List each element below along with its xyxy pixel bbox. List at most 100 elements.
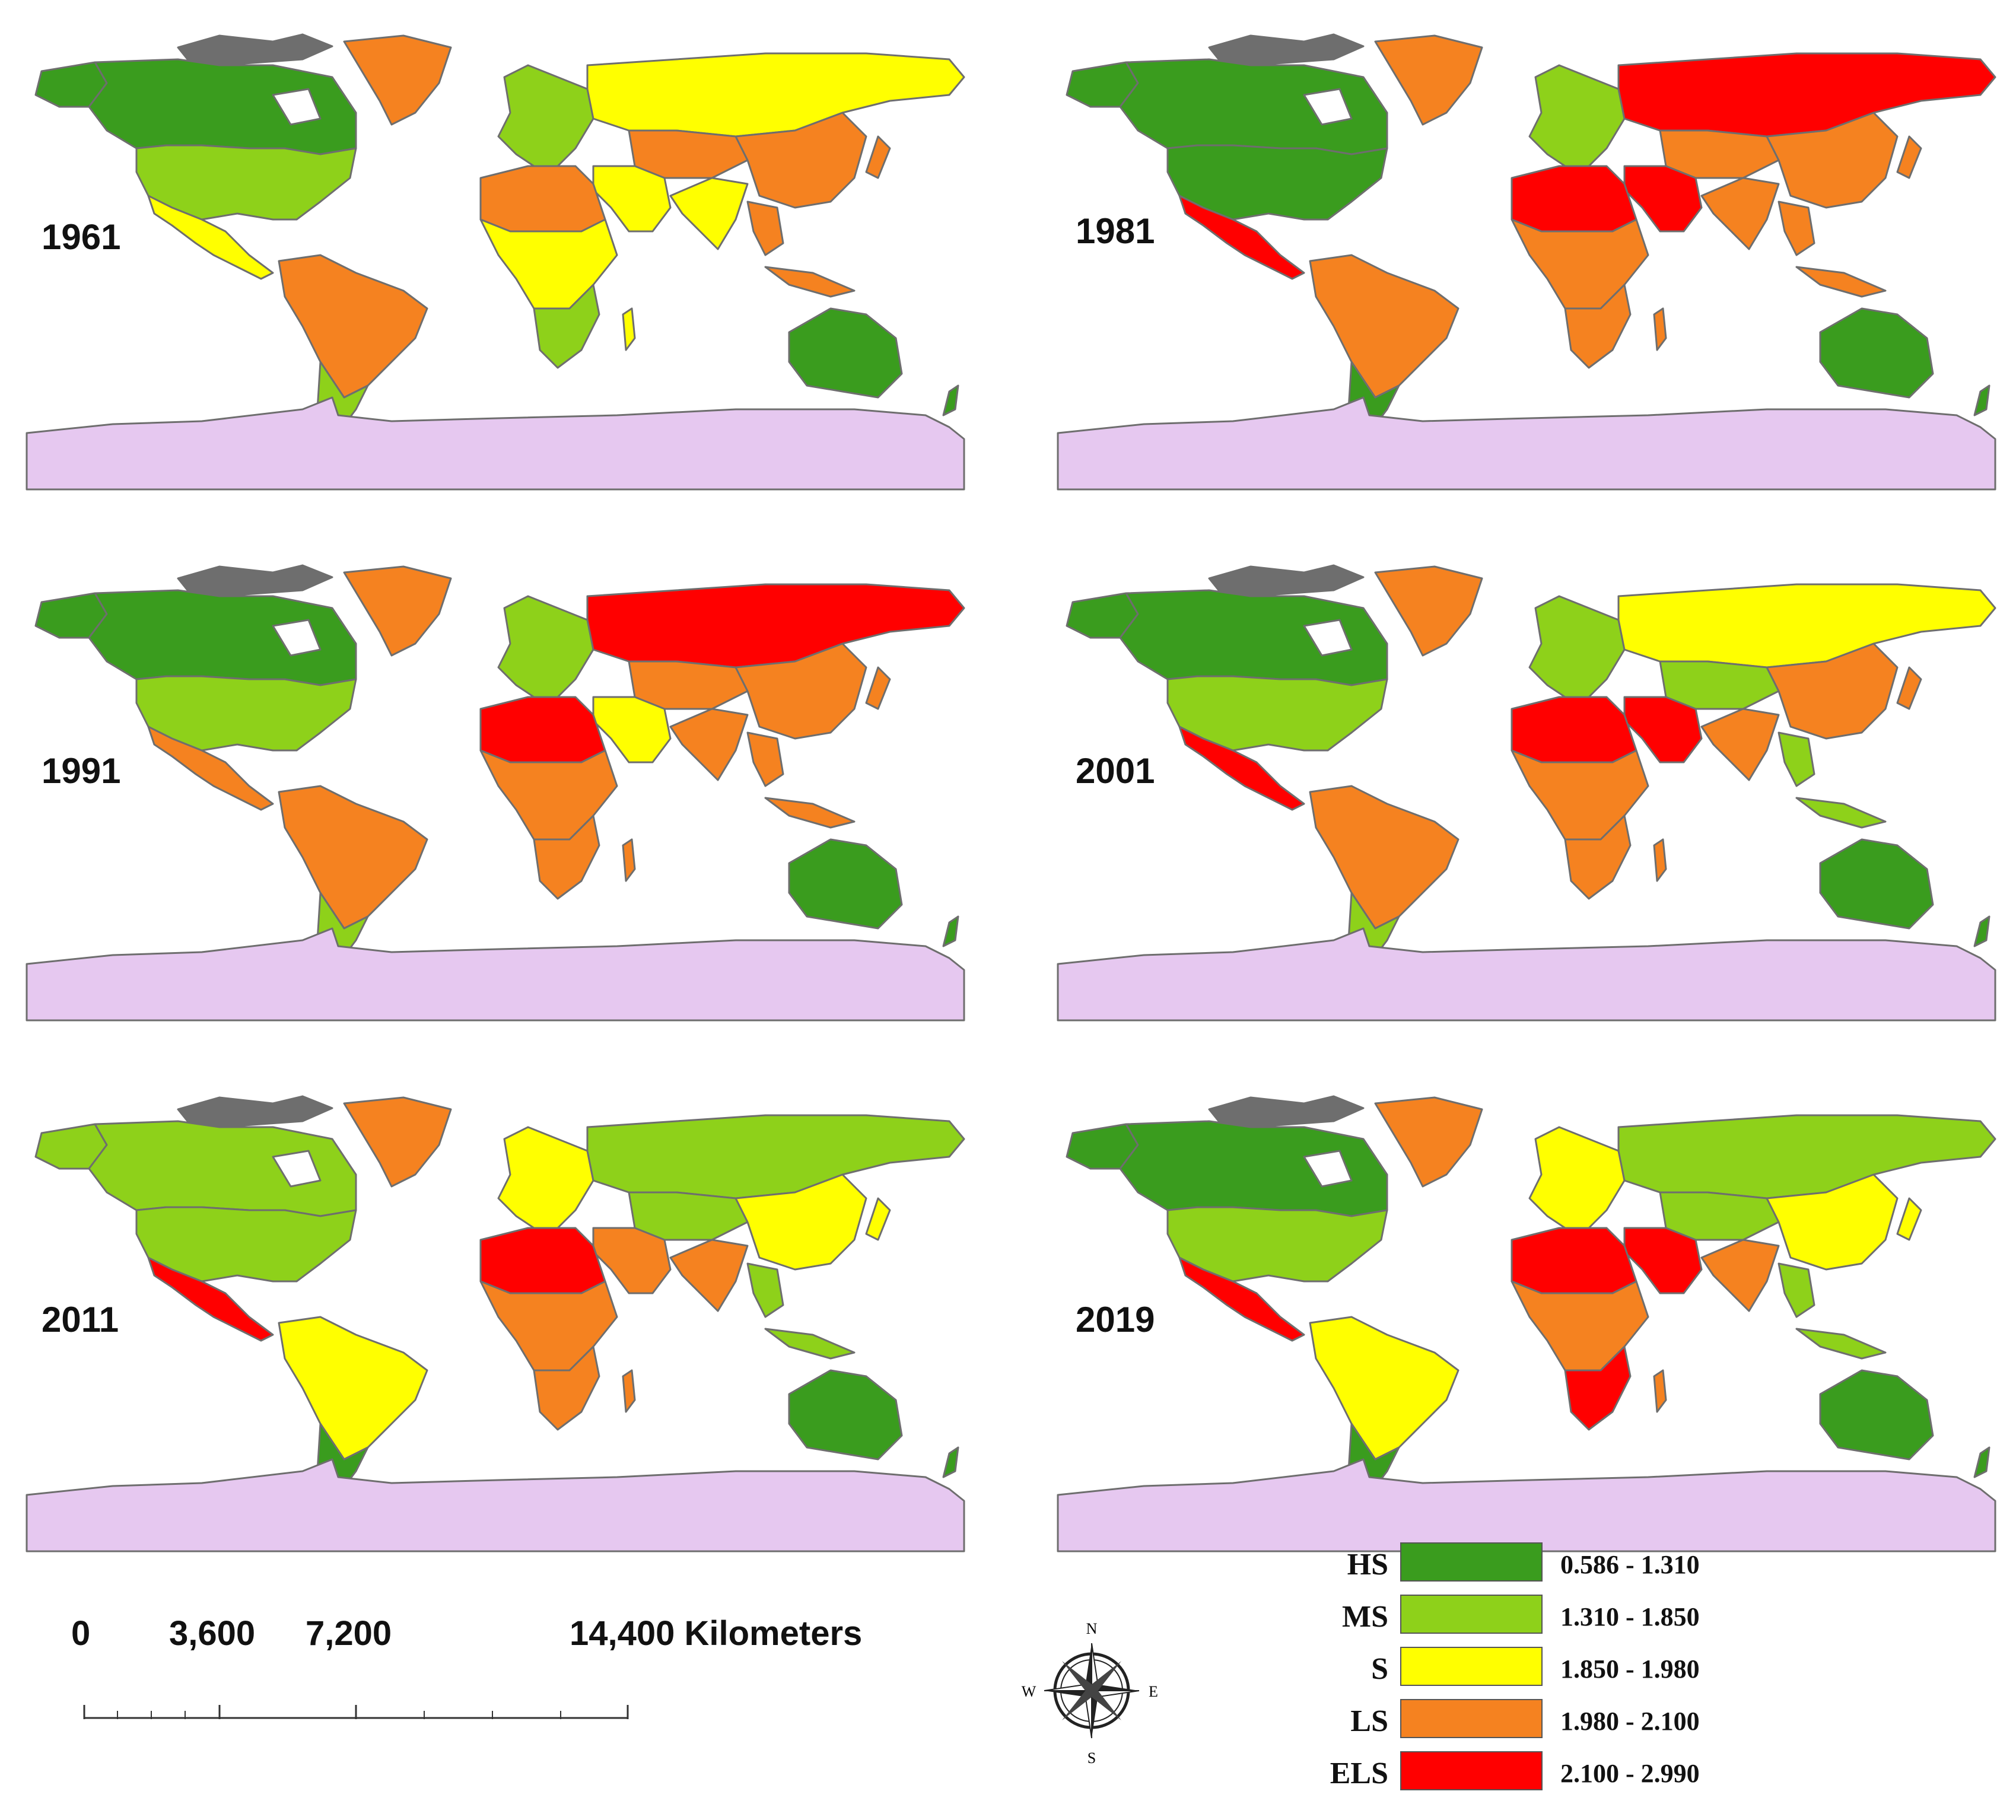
australia <box>1819 307 1934 399</box>
antarctica <box>26 927 965 1022</box>
europe <box>497 1126 594 1229</box>
legend-swatch <box>1400 1647 1543 1686</box>
china <box>734 112 867 209</box>
legend-item: LS 1.980 - 2.100 <box>1323 1699 1916 1741</box>
antarctica <box>1057 1458 1996 1552</box>
russia <box>1617 583 1996 669</box>
middle-east <box>1623 165 1703 233</box>
southeast-asia <box>1777 201 1815 256</box>
south-america <box>278 785 428 930</box>
mexico <box>1178 1256 1305 1342</box>
year-label: 1961 <box>42 217 121 257</box>
southeast-asia <box>1777 1262 1815 1318</box>
year-label: 1991 <box>42 751 121 791</box>
central-africa <box>479 1280 618 1372</box>
legend-item: MS 1.310 - 1.850 <box>1323 1595 1916 1636</box>
compass-w: W <box>1022 1683 1036 1700</box>
legend: HS 0.586 - 1.310 MS 1.310 - 1.850 S 1.850 - 1… <box>1323 1542 1916 1803</box>
year-label: 1981 <box>1076 211 1155 251</box>
south-america <box>1309 1316 1459 1461</box>
central-africa <box>479 218 618 310</box>
greenland <box>343 34 452 126</box>
antarctica <box>1057 927 1996 1022</box>
europe <box>497 64 594 167</box>
central-africa <box>1511 1280 1649 1372</box>
australia <box>1819 1369 1934 1461</box>
year-label: 2011 <box>42 1300 119 1339</box>
europe <box>497 595 594 698</box>
south-america <box>1309 254 1459 399</box>
map-panel-1961: 1961 <box>24 30 967 492</box>
greenland <box>343 1096 452 1188</box>
central-africa <box>479 749 618 841</box>
legend-abbr: HS <box>1347 1548 1388 1582</box>
antarctica <box>1057 396 1996 491</box>
india <box>669 177 749 250</box>
north-arrow-icon: N S E W <box>1009 1608 1175 1774</box>
legend-item: ELS 2.100 - 2.990 <box>1323 1751 1916 1793</box>
scale-tick-label: 14,400 Kilometers <box>570 1614 863 1653</box>
mexico <box>1178 726 1305 811</box>
china <box>1766 1173 1899 1271</box>
middle-east <box>592 165 672 233</box>
south-america <box>278 254 428 399</box>
russia <box>586 1114 965 1199</box>
southern-africa <box>533 1345 600 1431</box>
year-label: 2001 <box>1076 751 1155 791</box>
antarctica <box>26 1458 965 1552</box>
map-panel-1981: 1981 <box>1055 30 1998 492</box>
scale-tick-label: 3,600 <box>169 1614 256 1653</box>
north-africa <box>1511 165 1637 233</box>
mexico <box>147 195 274 280</box>
india <box>1700 177 1780 250</box>
middle-east <box>1623 696 1703 763</box>
legend-abbr: LS <box>1350 1704 1388 1738</box>
mexico <box>147 726 274 811</box>
legend-abbr: MS <box>1342 1600 1388 1634</box>
north-africa <box>479 696 606 763</box>
map-panel-1991: 1991 <box>24 561 967 1023</box>
compass-n: N <box>1086 1620 1098 1637</box>
southeast-asia <box>746 731 784 787</box>
legend-range: 1.850 - 1.980 <box>1560 1654 1700 1684</box>
greenland <box>343 565 452 657</box>
southeast-asia <box>1777 731 1815 787</box>
map-panel-2011: 2011 <box>24 1092 967 1554</box>
australia <box>788 307 903 399</box>
china <box>734 642 867 740</box>
russia <box>1617 52 1996 138</box>
scale-bar: 0 3,600 7,200 14,400 Kilometers <box>47 1614 997 1732</box>
russia <box>586 583 965 669</box>
legend-item: S 1.850 - 1.980 <box>1323 1647 1916 1688</box>
legend-item: HS 0.586 - 1.310 <box>1323 1542 1916 1584</box>
europe <box>1528 595 1626 698</box>
southern-africa <box>533 814 600 900</box>
middle-east <box>1623 1227 1703 1294</box>
antarctica <box>26 396 965 491</box>
mexico <box>147 1256 274 1342</box>
southern-africa <box>1564 284 1632 369</box>
legend-swatch <box>1400 1751 1543 1790</box>
australia <box>788 1369 903 1461</box>
india <box>669 1239 749 1312</box>
southern-africa <box>1564 1345 1632 1431</box>
central-africa <box>1511 218 1649 310</box>
india <box>669 708 749 781</box>
southeast-asia <box>746 1262 784 1318</box>
china <box>1766 112 1899 209</box>
south-america <box>1309 785 1459 930</box>
mexico <box>1178 195 1305 280</box>
north-africa <box>1511 696 1637 763</box>
north-africa <box>1511 1227 1637 1294</box>
legend-abbr: ELS <box>1330 1757 1388 1790</box>
legend-range: 1.310 - 1.850 <box>1560 1602 1700 1631</box>
north-africa <box>479 165 606 233</box>
north-africa <box>479 1227 606 1294</box>
australia <box>788 838 903 930</box>
compass-e: E <box>1149 1683 1158 1700</box>
scale-tick-label: 7,200 <box>306 1614 392 1653</box>
russia <box>586 52 965 138</box>
southern-africa <box>533 284 600 369</box>
southern-africa <box>1564 814 1632 900</box>
legend-swatch <box>1400 1699 1543 1738</box>
